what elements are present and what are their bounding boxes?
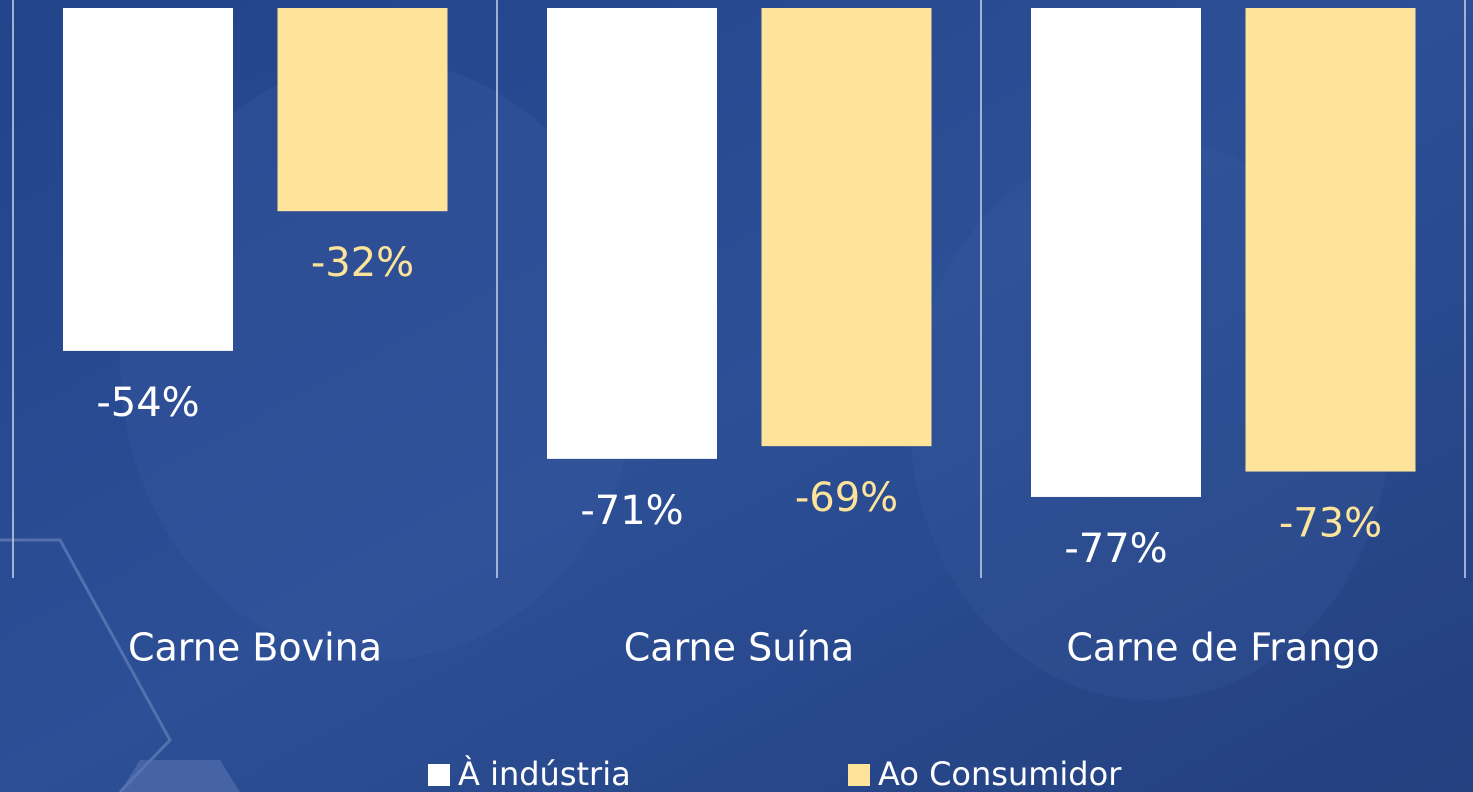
bar (1031, 8, 1201, 497)
value-label: -32% (311, 240, 414, 286)
chart: Carne Bovina -54% -32% Carne Suína -71% -69% C… (0, 0, 1473, 792)
page: Carne Bovina -54% -32% Carne Suína -71% -69% C… (0, 0, 1473, 792)
value-label: -73% (1279, 501, 1382, 547)
value-label: -69% (795, 475, 898, 521)
x-tick-label: Carne Suína (624, 626, 854, 670)
legend-swatch (428, 764, 450, 786)
bar (63, 8, 233, 351)
bar (762, 8, 932, 446)
decoration (120, 760, 240, 792)
bar (1246, 8, 1416, 472)
value-label: -71% (580, 488, 683, 534)
value-label: -54% (96, 380, 199, 426)
legend-label: À indústria (458, 755, 631, 792)
bar (547, 8, 717, 459)
legend-label: Ao Consumidor (878, 755, 1122, 792)
x-tick-label: Carne Bovina (128, 626, 382, 670)
value-label: -77% (1064, 526, 1167, 572)
bar (278, 8, 448, 211)
x-tick-label: Carne de Frango (1066, 626, 1379, 670)
legend-swatch (848, 764, 870, 786)
